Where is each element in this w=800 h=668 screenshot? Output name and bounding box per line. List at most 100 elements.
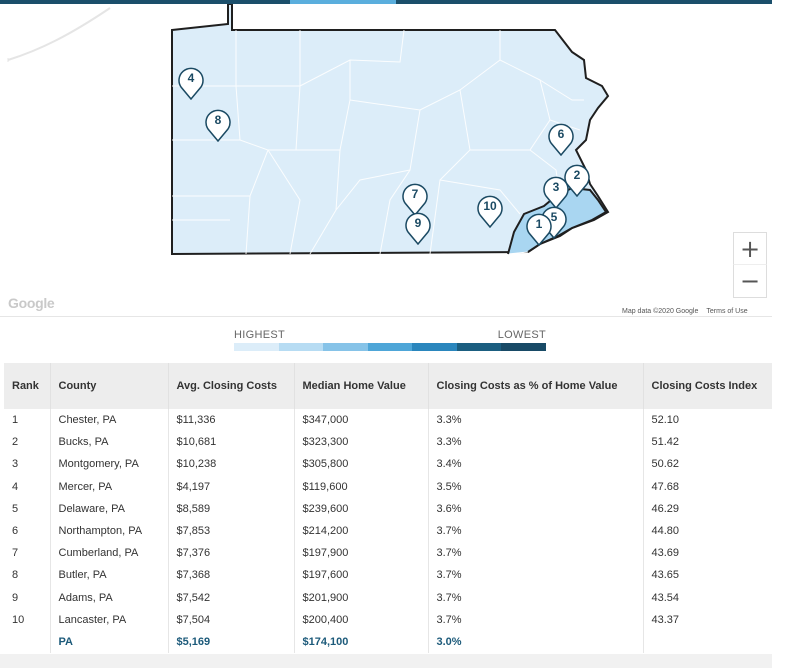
closing-costs-index-cell: 43.37 (651, 613, 680, 626)
map-marker[interactable]: 2 (563, 163, 591, 197)
map-marker[interactable]: 10 (476, 194, 504, 228)
median-home-value-cell: $305,800 (294, 453, 429, 476)
median-home-value-cell: $347,000 (294, 409, 429, 432)
legend-swatch (367, 343, 413, 351)
table-total-row: PA $5,169 $174,100 3.0% (4, 630, 772, 654)
median-home-value-cell: $200,400 (294, 608, 429, 631)
rank-cell: 9 (4, 586, 51, 609)
map-marker[interactable]: 9 (404, 211, 432, 245)
legend-lowest-label: LOWEST (497, 329, 546, 341)
median-home-value-cell: $197,600 (294, 564, 429, 587)
avg-closing-costs-cell: $7,853 (168, 519, 295, 543)
pennsylvania-map (7, 4, 610, 256)
median-home-value-cell: $239,600 (294, 497, 429, 520)
closing-costs-index-cell: 52.10 (651, 414, 680, 427)
closing-costs-percent-cell: 3.4% (428, 453, 644, 476)
closing-costs-index-cell: 50.62 (651, 458, 680, 471)
map-marker[interactable]: 6 (547, 122, 575, 156)
table-row: 3 Montgomery, PA $10,238 $305,800 3.4% 50.62 (4, 453, 772, 476)
rank-cell: 1 (4, 409, 51, 432)
column-header-median-home-value: Median Home Value (294, 363, 429, 409)
county-cell: Chester, PA (50, 409, 169, 432)
table-row: 8 Butler, PA $7,368 $197,600 3.7% 43.65 (4, 564, 772, 587)
avg-closing-costs-cell: $7,504 (168, 608, 295, 631)
color-legend: HIGHEST LOWEST (234, 329, 547, 351)
column-header-closing-costs-percent: Closing Costs as % of Home Value (428, 363, 644, 409)
table-row: 1 Chester, PA $11,336 $347,000 3.3% 52.10 (4, 409, 772, 432)
terms-of-use-link[interactable]: Terms of Use (706, 308, 748, 315)
table-row: 4 Mercer, PA $4,197 $119,600 3.5% 47.68 (4, 475, 772, 498)
table-row: 10 Lancaster, PA $7,504 $200,400 3.7% 43.37 (4, 608, 772, 631)
rank-cell: 3 (4, 453, 51, 476)
closing-costs-index-cell: 51.42 (651, 436, 680, 449)
closing-costs-index-cell: 47.68 (651, 480, 680, 493)
legend-swatch (501, 343, 547, 351)
map-marker[interactable]: 1 (525, 212, 553, 246)
median-home-value-cell: $197,900 (294, 542, 429, 565)
table-row: 2 Bucks, PA $10,681 $323,300 3.3% 51.42 (4, 431, 772, 454)
total-rank-cell (4, 630, 51, 654)
closing-costs-index-cell: 43.69 (651, 547, 680, 560)
closing-costs-index-cell: 43.65 (651, 569, 680, 582)
closing-costs-percent-cell: 3.7% (428, 586, 644, 609)
avg-closing-costs-cell: $7,376 (168, 542, 295, 565)
legend-swatch (234, 343, 279, 351)
table-row: 9 Adams, PA $7,542 $201,900 3.7% 43.54 (4, 586, 772, 609)
rank-cell: 4 (4, 475, 51, 498)
map-data-credit: Map data ©2020 Google (622, 308, 699, 315)
county-cell: Cumberland, PA (50, 542, 169, 565)
rank-cell: 10 (4, 608, 51, 631)
closing-costs-percent-cell: 3.5% (428, 475, 644, 498)
county-cell: Montgomery, PA (50, 453, 169, 476)
avg-closing-costs-cell: $7,542 (168, 586, 295, 609)
rank-cell: 2 (4, 431, 51, 454)
legend-swatch (412, 343, 457, 351)
closing-costs-percent-cell: 3.6% (428, 497, 644, 520)
table-row: 6 Northampton, PA $7,853 $214,200 3.7% 44.80 (4, 519, 772, 543)
map-marker[interactable]: 3 (542, 175, 570, 209)
county-cell: Butler, PA (50, 564, 169, 587)
avg-closing-costs-cell: $7,368 (168, 564, 295, 587)
closing-costs-index-cell: 44.80 (651, 525, 680, 538)
map-marker[interactable]: 7 (401, 182, 429, 216)
total-avg-closing-costs-cell: $5,169 (168, 630, 295, 654)
median-home-value-cell: $201,900 (294, 586, 429, 609)
map-marker[interactable]: 8 (204, 108, 232, 142)
county-cell: Adams, PA (50, 586, 169, 609)
zoom-out-button[interactable]: − (733, 264, 767, 298)
avg-closing-costs-cell: $11,336 (168, 409, 295, 432)
median-home-value-cell: $323,300 (294, 431, 429, 454)
avg-closing-costs-cell: $8,589 (168, 497, 295, 520)
avg-closing-costs-cell: $10,681 (168, 431, 295, 454)
table-row: 7 Cumberland, PA $7,376 $197,900 3.7% 43.69 (4, 542, 772, 565)
bottom-strip (0, 654, 772, 668)
closing-costs-table: Rank County Avg. Closing Costs Median Ho… (4, 363, 772, 654)
county-cell: Mercer, PA (50, 475, 169, 498)
rank-cell: 6 (4, 519, 51, 543)
closing-costs-index-cell: 43.54 (651, 591, 680, 604)
legend-swatch (323, 343, 368, 351)
total-county-cell: PA (50, 630, 169, 654)
map-marker[interactable]: 4 (177, 66, 205, 100)
table-row: 5 Delaware, PA $8,589 $239,600 3.6% 46.29 (4, 497, 772, 520)
google-logo: Google (8, 295, 55, 311)
closing-costs-percent-cell: 3.7% (428, 542, 644, 565)
rank-cell: 8 (4, 564, 51, 587)
avg-closing-costs-cell: $4,197 (168, 475, 295, 498)
top-accent-segment (290, 0, 396, 4)
column-header-county: County (50, 363, 169, 409)
table-header-row: Rank County Avg. Closing Costs Median Ho… (4, 363, 772, 409)
closing-costs-percent-cell: 3.7% (428, 564, 644, 587)
county-cell: Bucks, PA (50, 431, 169, 454)
closing-costs-percent-cell: 3.7% (428, 519, 644, 543)
county-cell: Northampton, PA (50, 519, 169, 543)
median-home-value-cell: $119,600 (294, 475, 429, 498)
county-cell: Delaware, PA (50, 497, 169, 520)
legend-swatch (278, 343, 324, 351)
closing-costs-index-cell: 46.29 (651, 502, 680, 515)
county-cell: Lancaster, PA (50, 608, 169, 631)
legend-color-scale (234, 343, 547, 351)
zoom-in-button[interactable]: + (733, 232, 767, 266)
map-view[interactable]: 4 8 6 2 3 7 10 5 1 9 + − Google Map data… (0, 4, 772, 315)
rank-cell: 5 (4, 497, 51, 520)
